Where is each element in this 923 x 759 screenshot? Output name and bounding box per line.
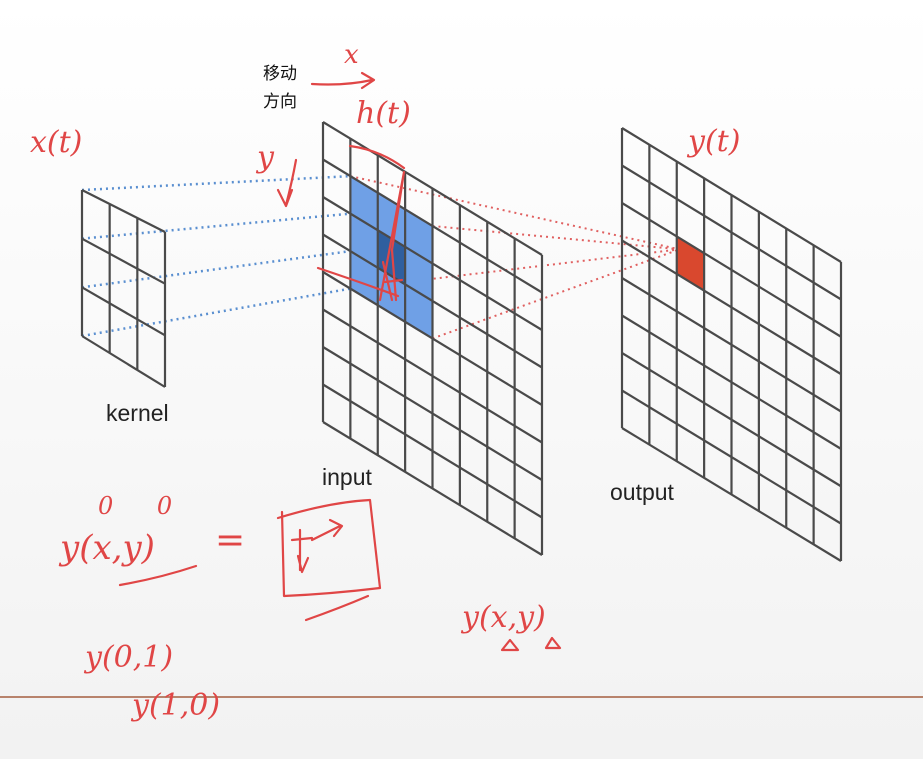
receptive-field-line	[350, 175, 680, 251]
kernel-row-line	[81, 237, 166, 285]
x-arrow-stroke	[310, 71, 376, 90]
kernel-projection-lines	[81, 174, 351, 338]
kernel-grid	[80, 189, 167, 388]
input-function-note: h(t)	[356, 96, 411, 131]
receptive-field-line	[432, 248, 680, 340]
output-row-line	[621, 127, 842, 263]
output-row-line	[621, 427, 842, 562]
input-underline-stroke	[348, 144, 406, 170]
kernel-label: kernel	[106, 400, 169, 426]
input-row-line	[322, 233, 543, 369]
formula-equals: =	[215, 520, 246, 561]
center-mark-stroke-2	[381, 260, 404, 302]
input-label: input	[322, 464, 372, 490]
kernel-row-line	[81, 335, 166, 388]
y-arrow-stroke	[276, 158, 298, 208]
input-grid	[321, 121, 544, 556]
shift-example-2: y(1,0)	[132, 688, 221, 723]
input-row-line	[322, 308, 543, 444]
kernel-row-line	[81, 189, 166, 233]
output-row-line	[621, 314, 842, 450]
formula-superscript: 0 0	[98, 492, 191, 520]
input-row-line	[322, 421, 543, 556]
formula-box-underline	[304, 594, 370, 622]
output-row-line	[621, 239, 842, 376]
input-row-line	[322, 383, 543, 519]
kernel-row-line	[81, 286, 166, 337]
formula-box-contents	[290, 518, 344, 574]
output-row-line	[621, 277, 842, 413]
output-function-note: y(t)	[688, 124, 741, 159]
direction-label-line1: 移动	[263, 64, 297, 84]
input-row-line	[322, 158, 543, 294]
kernel-projection-line	[81, 174, 351, 192]
input-row-line	[322, 196, 543, 331]
output-row-line	[621, 202, 842, 338]
shift-example-1: y(0,1)	[85, 640, 174, 675]
output-row-line	[621, 164, 842, 301]
general-y-note: y(x,y)	[462, 600, 546, 635]
output-row-line	[621, 389, 842, 525]
formula-lhs: y(x,y)	[60, 528, 155, 568]
input-row-line	[322, 271, 543, 406]
direction-label-line2: 方向	[263, 92, 297, 112]
input-row-line	[322, 121, 543, 256]
output-label: output	[610, 479, 674, 505]
delta-marks-stroke	[500, 636, 562, 652]
x-axis-note: x	[344, 40, 359, 70]
output-grid	[620, 127, 843, 562]
kernel-slide-stroke	[378, 170, 406, 302]
formula-underline-stroke	[118, 564, 198, 587]
handwritten-strokes	[118, 71, 562, 652]
formula-box-stroke	[276, 498, 382, 598]
kernel-function-note: x(t)	[30, 125, 83, 160]
input-row-line	[322, 346, 543, 481]
output-row-line	[621, 352, 842, 488]
y-axis-note: y	[257, 140, 274, 175]
